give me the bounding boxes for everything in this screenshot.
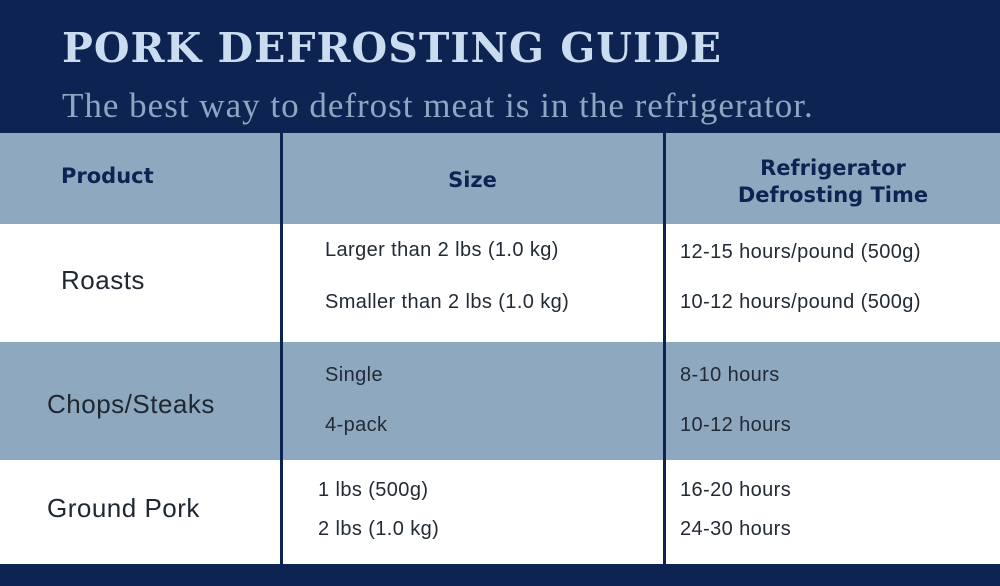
page-title: PORK DEFROSTING GUIDE [62, 24, 723, 72]
size-cell: 1 lbs (500g) [318, 479, 429, 501]
time-cell: 12-15 hours/pound (500g) [680, 241, 921, 263]
time-cell: 8-10 hours [680, 364, 780, 386]
column-divider [663, 133, 666, 564]
time-cell: 10-12 hours/pound (500g) [680, 291, 921, 313]
size-cell: 4-pack [325, 414, 388, 436]
time-cell: 16-20 hours [680, 479, 792, 501]
size-cell: Larger than 2 lbs (1.0 kg) [325, 239, 559, 261]
table-row [0, 460, 1000, 564]
product-name: Chops/Steaks [47, 389, 215, 419]
size-cell: Single [325, 364, 383, 386]
column-header-defrosting-time: Refrigerator Defrosting Time [666, 155, 1000, 209]
column-divider [280, 133, 283, 564]
product-name: Roasts [61, 265, 145, 295]
time-cell: 24-30 hours [680, 518, 792, 540]
column-header-product: Product [61, 164, 154, 188]
column-header-time-line1: Refrigerator [760, 156, 906, 180]
size-cell: Smaller than 2 lbs (1.0 kg) [325, 291, 570, 313]
column-header-time-line2: Defrosting Time [737, 183, 929, 207]
header-banner: PORK DEFROSTING GUIDE The best way to de… [0, 0, 1000, 133]
time-cell: 10-12 hours [680, 414, 792, 436]
column-header-size: Size [448, 168, 497, 192]
footer-band [0, 564, 1000, 586]
page-subtitle: The best way to defrost meat is in the r… [62, 86, 814, 125]
table-row [0, 224, 1000, 342]
size-cell: 2 lbs (1.0 kg) [318, 518, 440, 540]
table-row [0, 342, 1000, 460]
table-header-row [0, 133, 1000, 224]
product-name: Ground Pork [47, 493, 200, 523]
